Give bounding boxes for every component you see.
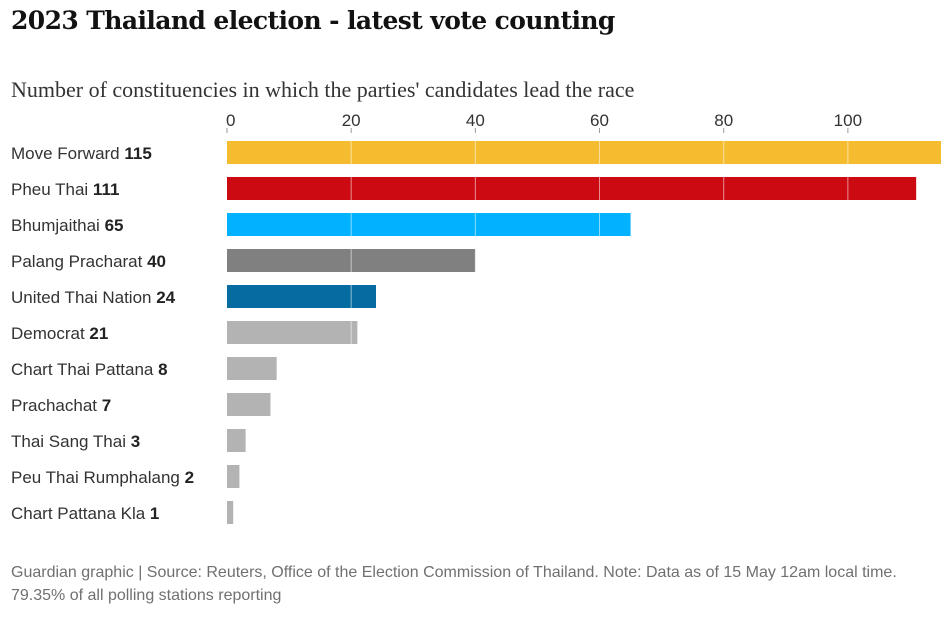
x-axis-ticks: 0 20 40 60 80 100 [226, 111, 862, 130]
source-note: Guardian graphic | Source: Reuters, Offi… [11, 564, 897, 604]
bar-chart-thai-pattana [227, 357, 277, 380]
category-name: Bhumjaithai [11, 216, 105, 235]
category-label: Pheu Thai 111 [11, 180, 119, 199]
category-label: Democrat 21 [11, 324, 108, 343]
category-name: Pheu Thai [11, 180, 93, 199]
x-tick-label: 100 [834, 111, 862, 130]
category-value: 1 [150, 504, 159, 523]
bar-pheu-thai [227, 177, 917, 200]
bar-united-thai-nation [227, 285, 377, 308]
bar-chart: 0 20 40 60 80 100 Move Forward 115 Pheu Thai 1… [11, 111, 941, 524]
bar-chart-pattana-kla [227, 501, 234, 524]
category-value: 3 [131, 432, 140, 451]
category-label: Move Forward 115 [11, 144, 152, 163]
bar-thai-sang-thai [227, 429, 246, 452]
category-value: 21 [89, 324, 108, 343]
category-name: Prachachat [11, 396, 102, 415]
category-name: Palang Pracharat [11, 252, 147, 271]
bars-layer [227, 141, 941, 524]
category-value: 40 [147, 252, 166, 271]
x-tick-label: 60 [590, 111, 609, 130]
x-tick-label: 20 [342, 111, 361, 130]
category-name: Peu Thai Rumphalang [11, 468, 185, 487]
chart-title: 2023 Thailand election - latest vote cou… [11, 6, 615, 35]
category-name: United Thai Nation [11, 288, 156, 307]
bar-prachachat [227, 393, 271, 416]
category-label: Chart Pattana Kla 1 [11, 504, 159, 523]
category-label: Thai Sang Thai 3 [11, 432, 140, 451]
category-label: Peu Thai Rumphalang 2 [11, 468, 194, 487]
category-name: Chart Pattana Kla [11, 504, 150, 523]
category-name: Move Forward [11, 144, 124, 163]
category-label: Bhumjaithai 65 [11, 216, 123, 235]
x-tick-label: 0 [226, 111, 235, 130]
category-name: Thai Sang Thai [11, 432, 131, 451]
category-label: Palang Pracharat 40 [11, 252, 166, 271]
bar-peu-thai-rumphalang [227, 465, 240, 488]
category-label: Prachachat 7 [11, 396, 111, 415]
gridlines [226, 128, 849, 524]
category-label: Chart Thai Pattana 8 [11, 360, 168, 379]
category-value: 7 [102, 396, 111, 415]
chart-subtitle: Number of constituencies in which the pa… [11, 77, 635, 102]
category-value: 111 [93, 180, 120, 199]
category-value: 24 [156, 288, 175, 307]
category-labels: Move Forward 115 Pheu Thai 111 Bhumjaithai… [11, 144, 194, 523]
category-name: Democrat [11, 324, 89, 343]
category-label: United Thai Nation 24 [11, 288, 176, 307]
category-name: Chart Thai Pattana [11, 360, 158, 379]
category-value: 8 [158, 360, 167, 379]
bar-move-forward [227, 141, 941, 164]
x-tick-label: 40 [466, 111, 485, 130]
bar-bhumjaithai [227, 213, 631, 236]
x-tick-label: 80 [714, 111, 733, 130]
category-value: 2 [185, 468, 194, 487]
bar-democrat [227, 321, 358, 344]
category-value: 115 [124, 144, 151, 163]
category-value: 65 [105, 216, 124, 235]
